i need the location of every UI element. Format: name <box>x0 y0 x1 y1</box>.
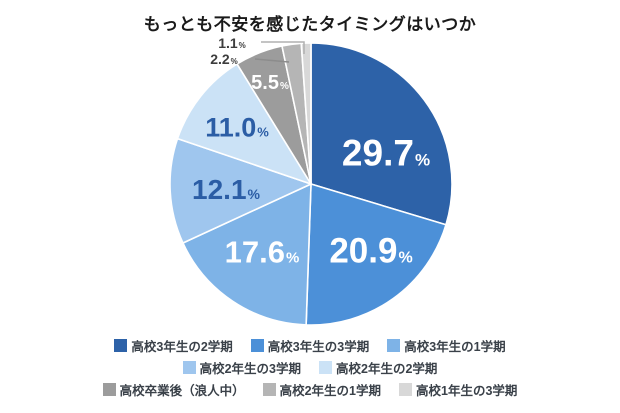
slice-value-number: 1.1 <box>218 35 238 51</box>
legend-label: 高校3年生の1学期 <box>404 339 506 354</box>
legend-row-0: 高校3年生の2学期 高校3年生の3学期 高校3年生の1学期 <box>114 336 506 355</box>
legend-label: 高校2年生の1学期 <box>279 383 381 398</box>
slice-value-label-0: 29.7% <box>342 135 430 172</box>
percent-sign: % <box>230 57 238 66</box>
slice-value-label-6: 2.2% <box>210 52 238 66</box>
slice-value-label-1: 20.9% <box>329 234 412 269</box>
slice-value-number: 5.5 <box>251 72 279 94</box>
slice-value-label-5: 5.5% <box>251 73 289 93</box>
slice-value-number: 11.0 <box>205 112 257 143</box>
percent-sign: % <box>398 249 413 267</box>
percent-sign: % <box>279 81 289 92</box>
legend-swatch-icon <box>114 338 128 352</box>
pie-slice-2 <box>182 183 312 326</box>
legend-item-2: 高校3年生の1学期 <box>387 336 506 355</box>
percent-sign: % <box>286 249 300 267</box>
slice-value-number: 29.7 <box>341 132 414 174</box>
legend-swatch-icon <box>102 382 116 396</box>
legend-label: 高校1年生の3学期 <box>416 383 518 398</box>
pie-slice-1 <box>305 183 447 326</box>
percent-sign: % <box>257 124 269 140</box>
legend-item-6: 高校2年生の1学期 <box>262 380 381 399</box>
pie-slice-7 <box>300 42 312 185</box>
slice-value-label-4: 11.0% <box>205 112 269 143</box>
slice-value-number: 17.6 <box>224 234 285 270</box>
legend-swatch-icon <box>387 338 401 352</box>
slice-value-number: 12.1 <box>192 174 247 205</box>
legend-item-3: 高校2年生の3学期 <box>182 358 301 377</box>
pie-slice-3 <box>169 137 312 244</box>
pie-slice-4 <box>176 63 312 185</box>
slice-value-label-3: 12.1% <box>192 176 260 204</box>
leader-line-6 <box>254 58 290 63</box>
legend-row-2: 高校卒業後（浪人中） 高校2年生の1学期 高校1年生の3学期 <box>102 380 517 399</box>
legend-label: 高校卒業後（浪人中） <box>119 383 245 398</box>
legend-label: 高校2年生の2学期 <box>336 361 438 376</box>
leader-line-7 <box>261 41 305 54</box>
legend-swatch-icon <box>262 382 276 396</box>
pie-slice-0 <box>310 42 453 226</box>
legend-item-0: 高校3年生の2学期 <box>114 336 233 355</box>
slice-value-number: 20.9 <box>329 231 398 271</box>
percent-sign: % <box>414 150 431 170</box>
chart-title: もっとも不安を感じたタイミングはいつか <box>143 15 477 34</box>
percent-sign: % <box>238 41 246 50</box>
legend-item-1: 高校3年生の3学期 <box>250 336 370 355</box>
legend: 高校3年生の2学期 高校3年生の3学期 高校3年生の1学期 高校2年生の3学期 高校2年… <box>0 336 620 398</box>
percent-sign: % <box>247 186 260 202</box>
slice-value-label-2: 17.6% <box>225 237 300 268</box>
legend-item-7: 高校1年生の3学期 <box>399 380 517 399</box>
legend-item-5: 高校卒業後（浪人中） <box>102 380 245 399</box>
legend-swatch-icon <box>250 338 264 352</box>
legend-label: 高校3年生の2学期 <box>131 339 233 354</box>
legend-swatch-icon <box>399 382 412 396</box>
legend-label: 高校3年生の3学期 <box>267 339 370 354</box>
legend-swatch-icon <box>182 360 196 374</box>
legend-label: 高校2年生の3学期 <box>199 361 301 376</box>
slice-value-number: 2.2 <box>210 51 230 67</box>
legend-row-1: 高校2年生の3学期 高校2年生の2学期 <box>182 358 437 377</box>
legend-item-4: 高校2年生の2学期 <box>319 358 437 377</box>
legend-swatch-icon <box>319 360 332 374</box>
slice-value-label-7: 1.1% <box>218 36 246 50</box>
